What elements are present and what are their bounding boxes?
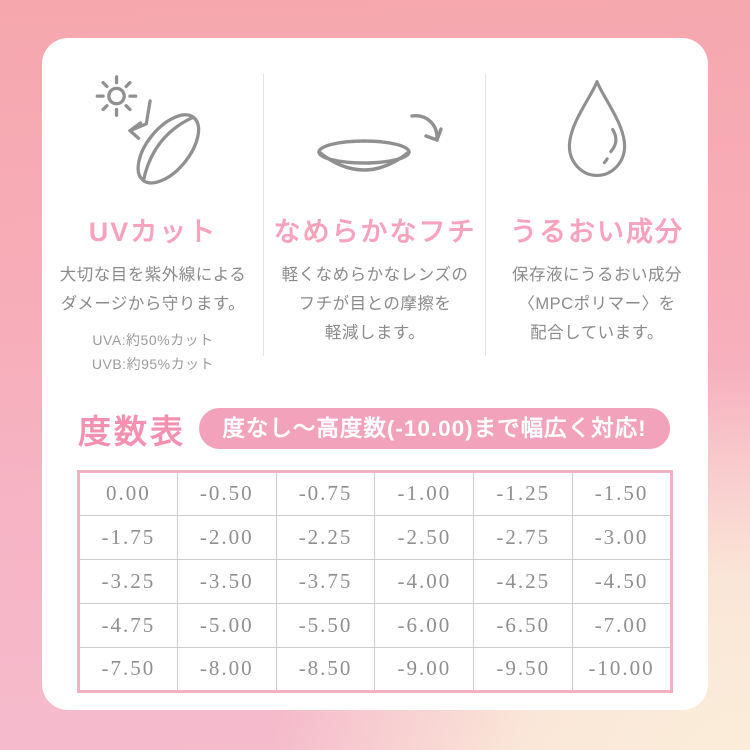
power-cell: -5.50 [275,602,376,648]
power-cell: -2.25 [275,514,376,560]
power-cell: -5.00 [176,602,277,648]
power-table-title: 度数表 [78,412,186,450]
power-cell: -2.75 [473,514,574,560]
power-cell: -3.75 [275,558,376,604]
power-cell: -4.00 [374,558,475,604]
power-cell: -0.75 [275,470,376,516]
feature-description: 軽くなめらかなレンズの フチが目との摩擦を 軽減します。 [281,266,469,342]
uv-cut-notes: UVA:約50%カット UVB:約95%カット [91,331,215,373]
uv-sun-lens-icon [42,72,264,194]
content-card: UVカット 大切な目を紫外線による ダメージから守ります。 UVA:約50%カッ… [42,38,708,710]
feature-uv-cut: UVカット 大切な目を紫外線による ダメージから守ります。 UVA:約50%カッ… [42,72,264,377]
power-range-banner: 度なし〜高度数(-10.00)まで幅広く対応! [199,408,670,450]
power-cell: -8.50 [275,646,376,692]
feature-title: うるおい成分 [510,217,684,247]
feature-title: なめらかなフチ [273,217,477,247]
power-cell: 0.00 [78,470,178,516]
power-cell: -10.00 [572,646,672,692]
power-table-row: -7.50 -8.00 -8.50 -9.00 -9.50 -10.00 [78,646,672,692]
power-cell: -6.50 [473,602,574,648]
feature-title: UVカット [88,217,218,247]
power-cell: -2.50 [374,514,475,560]
power-table-row: 0.00 -0.50 -0.75 -1.00 -1.25 -1.50 [78,470,672,516]
power-cell: -0.50 [176,470,277,516]
power-cell: -3.25 [78,558,178,604]
power-cell: -3.00 [572,514,672,560]
power-table-row: -3.25 -3.50 -3.75 -4.00 -4.25 -4.50 [78,558,672,604]
power-cell: -4.75 [78,602,178,648]
power-cell: -9.50 [473,646,574,692]
power-cell: -7.00 [572,602,672,648]
power-cell: -1.50 [572,470,672,516]
power-table-row: -1.75 -2.00 -2.25 -2.50 -2.75 -3.00 [78,514,672,560]
power-cell: -4.25 [473,558,574,604]
power-cell: -7.50 [78,646,178,692]
feature-description: 大切な目を紫外線による ダメージから守ります。 [59,266,247,313]
power-cell: -1.00 [374,470,475,516]
power-cell: -3.50 [176,558,277,604]
water-drop-icon [486,72,708,194]
power-cell: -1.25 [473,470,574,516]
power-cell: -6.00 [374,602,475,648]
feature-columns: UVカット 大切な目を紫外線による ダメージから守ります。 UVA:約50%カッ… [42,38,708,377]
smooth-edge-lens-icon [264,72,486,194]
power-cell: -8.00 [176,646,277,692]
power-table-header: 度数表 度なし〜高度数(-10.00)まで幅広く対応! [78,405,670,453]
power-cell: -4.50 [572,558,672,604]
feature-smooth-edge: なめらかなフチ 軽くなめらかなレンズの フチが目との摩擦を 軽減します。 [264,72,486,377]
feature-moisture: うるおい成分 保存液にうるおい成分 〈MPCポリマー〉を 配合しています。 [486,72,708,377]
power-table: 0.00 -0.50 -0.75 -1.00 -1.25 -1.50 -1.75… [77,469,673,693]
power-cell: -1.75 [78,514,178,560]
power-cell: -2.00 [176,514,277,560]
power-cell: -9.00 [374,646,475,692]
power-table-row: -4.75 -5.00 -5.50 -6.00 -6.50 -7.00 [78,602,672,648]
feature-description: 保存液にうるおい成分 〈MPCポリマー〉を 配合しています。 [512,266,682,342]
